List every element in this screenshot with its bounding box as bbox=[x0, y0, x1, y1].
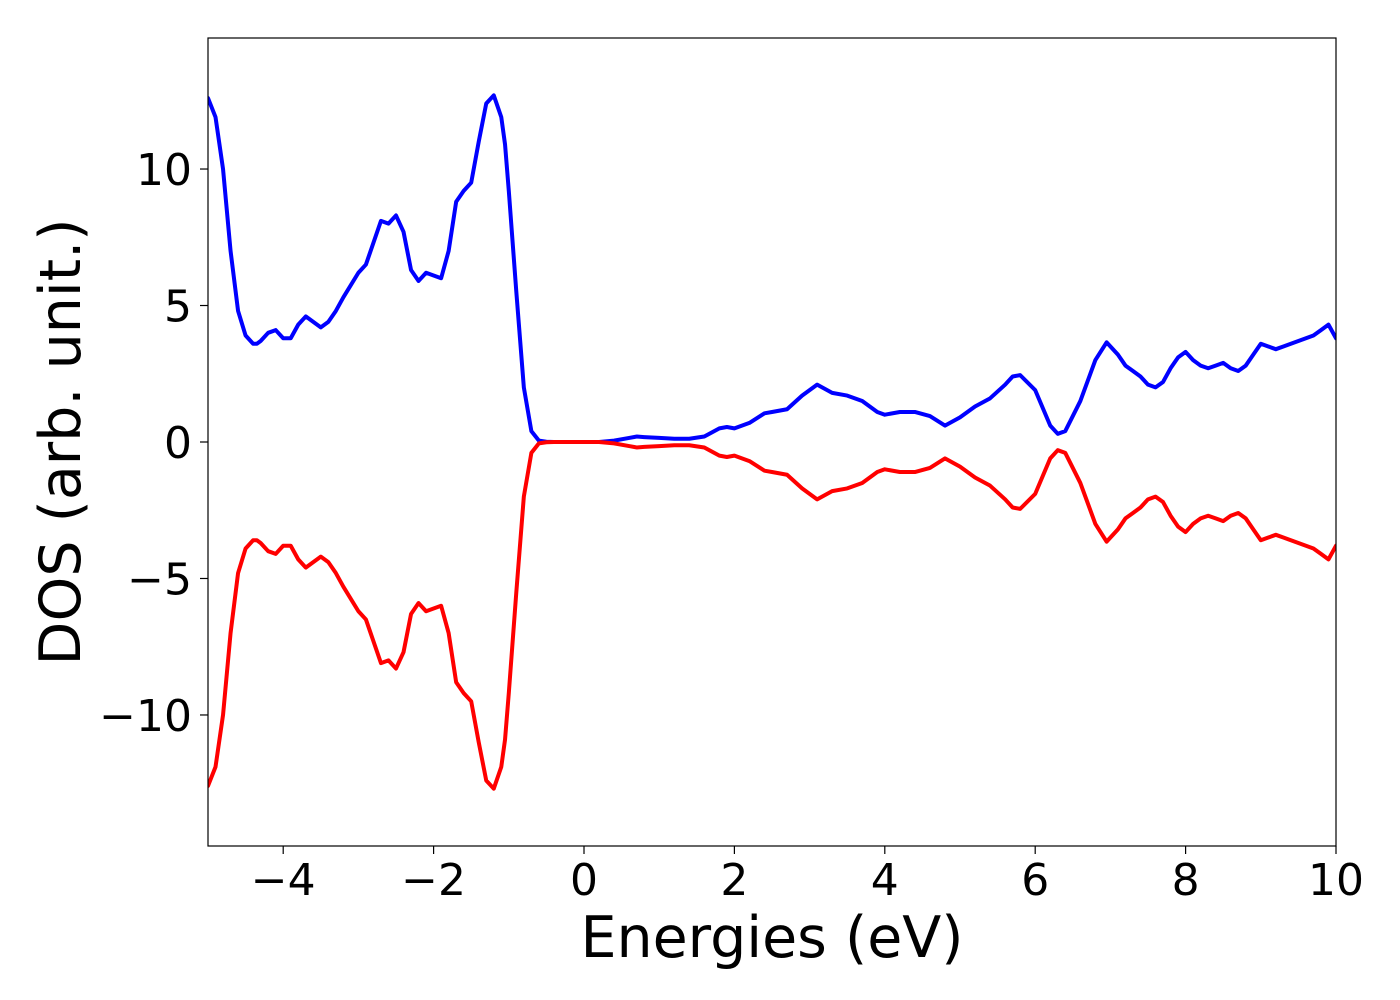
x-tick-label: 10 bbox=[1308, 855, 1364, 906]
x-tick-label: 8 bbox=[1172, 855, 1200, 906]
plot-frame bbox=[207, 37, 1337, 847]
x-tick-label: 2 bbox=[720, 855, 748, 906]
y-tick-label: 5 bbox=[164, 282, 192, 333]
x-tick-label: 0 bbox=[570, 855, 598, 906]
x-tick-label: 4 bbox=[871, 855, 899, 906]
x-axis-label: Energies (eV) bbox=[580, 905, 963, 971]
y-axis-label: DOS (arb. unit.) bbox=[28, 219, 94, 666]
series-line-0 bbox=[208, 93, 1336, 444]
x-tick-label: −4 bbox=[251, 855, 316, 906]
series-line-1 bbox=[208, 440, 1336, 791]
y-tick-label: 0 bbox=[164, 418, 192, 469]
y-axis: −10 −5 0 5 10 bbox=[99, 145, 208, 742]
x-axis: −4 −2 0 2 4 6 8 10 bbox=[251, 846, 1364, 906]
x-tick-label: 6 bbox=[1021, 855, 1049, 906]
x-tick-label: −2 bbox=[401, 855, 466, 906]
y-tick-label: −10 bbox=[99, 691, 192, 742]
y-tick-label: 10 bbox=[136, 145, 192, 196]
y-tick-label: −5 bbox=[127, 554, 192, 605]
series-layer bbox=[208, 93, 1336, 791]
